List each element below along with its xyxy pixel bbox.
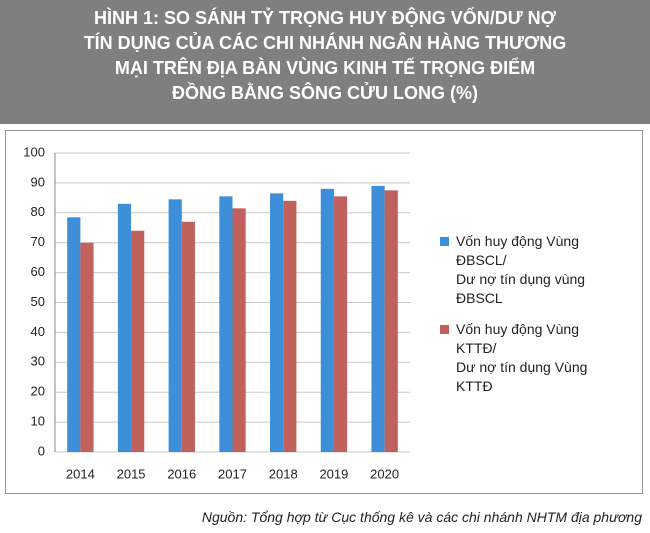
x-tick-label: 2018 xyxy=(269,466,298,481)
y-tick-label: 40 xyxy=(31,324,45,339)
source-note: Nguồn: Tổng hợp từ Cục thống kê và các c… xyxy=(201,509,642,525)
bar xyxy=(384,190,398,452)
bar xyxy=(232,208,246,452)
y-tick-label: 10 xyxy=(31,414,45,429)
bar xyxy=(131,230,145,452)
legend-swatch xyxy=(440,325,449,334)
y-tick-label: 30 xyxy=(31,354,45,369)
x-tick-label: 2014 xyxy=(66,466,95,481)
bar xyxy=(371,185,385,452)
bar xyxy=(117,203,132,452)
bar xyxy=(283,200,297,452)
x-tick-label: 2020 xyxy=(370,466,399,481)
bar xyxy=(219,196,233,452)
bar xyxy=(168,199,182,452)
legend-entry: Vốn huy động Vùng ĐBSCL/ Dư nợ tín dụng … xyxy=(440,232,650,308)
y-tick-label: 100 xyxy=(23,144,45,159)
legend-label: Vốn huy động Vùng KTTĐ/ Dư nợ tín dụng V… xyxy=(456,321,588,394)
y-tick-label: 50 xyxy=(31,294,45,309)
y-tick-label: 70 xyxy=(31,234,45,249)
x-tick-label: 2016 xyxy=(167,466,196,481)
legend-entry: Vốn huy động Vùng KTTĐ/ Dư nợ tín dụng V… xyxy=(440,320,650,396)
bar xyxy=(181,221,195,452)
y-tick-label: 0 xyxy=(38,443,45,458)
x-tick-label: 2019 xyxy=(319,466,348,481)
legend-swatch xyxy=(440,237,449,246)
chart-title: HÌNH 1: SO SÁNH TỶ TRỌNG HUY ĐỘNG VỐN/DƯ… xyxy=(0,0,650,124)
chart-frame xyxy=(5,130,643,494)
y-tick-label: 20 xyxy=(31,384,45,399)
bar xyxy=(67,217,81,452)
bar xyxy=(333,196,348,452)
x-tick-label: 2017 xyxy=(218,466,247,481)
y-tick-label: 90 xyxy=(31,174,45,189)
y-tick-label: 60 xyxy=(31,264,45,279)
legend-label: Vốn huy động Vùng ĐBSCL/ Dư nợ tín dụng … xyxy=(456,233,586,306)
bar xyxy=(320,188,334,452)
x-tick-label: 2015 xyxy=(117,466,146,481)
bar xyxy=(270,193,284,453)
bar xyxy=(80,242,94,452)
y-tick-label: 80 xyxy=(31,204,45,219)
